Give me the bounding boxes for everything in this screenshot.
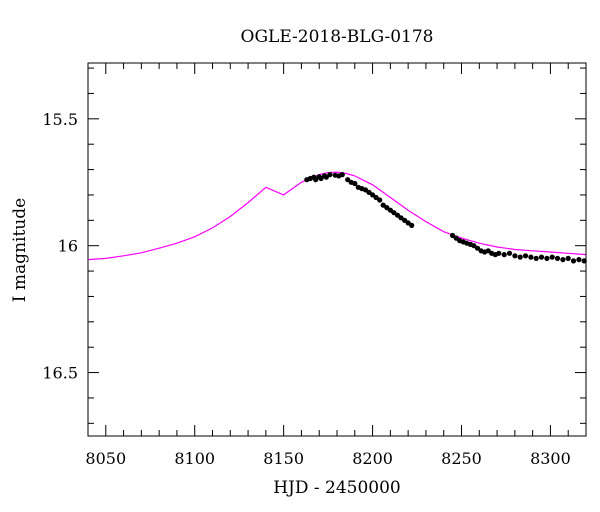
data-point [570, 258, 577, 264]
y-axis-title: I magnitude [10, 198, 30, 302]
data-point [522, 253, 529, 259]
x-tick-label: 8250 [441, 449, 482, 468]
data-point [384, 205, 390, 211]
data-point [528, 254, 534, 260]
data-point [538, 254, 545, 260]
data-point [576, 257, 582, 263]
data-point [554, 255, 561, 261]
data-point [409, 222, 415, 228]
y-tick-label: 16 [58, 237, 78, 256]
data-point [323, 174, 329, 180]
data-point [496, 250, 502, 256]
x-tick-label: 8200 [352, 449, 393, 468]
data-point [450, 232, 456, 239]
observation-points [304, 172, 587, 264]
data-point [512, 253, 518, 259]
model-curve-layer [87, 171, 587, 261]
y-tick-label: 15.5 [42, 110, 78, 129]
data-point [313, 177, 319, 183]
chart-title: OGLE-2018-BLG-0178 [241, 27, 434, 47]
data-point [327, 172, 333, 178]
data-point [517, 254, 523, 260]
axis-tick-labels: 8050 8100 8150 8200 8250 8300 15.5 16 16.5 [42, 110, 570, 468]
data-point [501, 252, 507, 258]
data-point [549, 254, 555, 260]
data-point [377, 197, 383, 203]
data-point [533, 255, 539, 261]
axis-ticks [87, 63, 587, 436]
model-curve [87, 171, 587, 261]
y-tick-label: 16.5 [42, 364, 78, 383]
x-axis-title: HJD - 2450000 [273, 478, 401, 498]
data-point [560, 257, 566, 263]
data-point [474, 245, 481, 251]
x-tick-label: 8300 [530, 449, 571, 468]
data-point [352, 180, 358, 187]
data-point [544, 255, 550, 261]
x-tick-label: 8100 [174, 449, 215, 468]
x-tick-label: 8150 [263, 449, 304, 468]
data-point [565, 255, 571, 261]
data-point [339, 172, 345, 178]
x-tick-label: 8050 [85, 449, 126, 468]
data-point [506, 250, 513, 256]
plot-frame [87, 62, 587, 437]
